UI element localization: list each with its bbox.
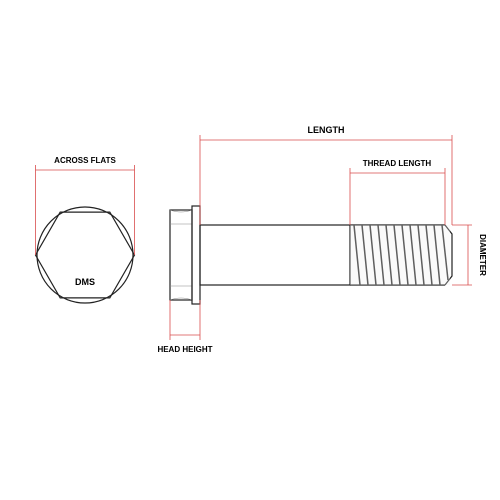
label-across-flats: ACROSS FLATS (54, 156, 116, 165)
label-thread-length: THREAD LENGTH (363, 159, 432, 168)
hex-head-front-view: ACROSS FLATS DMS (36, 156, 135, 303)
bolt-side-view (170, 206, 452, 304)
bolt-diagram: ACROSS FLATS DMS (0, 0, 500, 500)
label-diameter: DIAMETER (478, 234, 487, 276)
label-length: LENGTH (308, 125, 345, 135)
label-head-height: HEAD HEIGHT (157, 345, 212, 354)
thread-ridges (350, 225, 450, 285)
label-dms: DMS (75, 277, 95, 287)
